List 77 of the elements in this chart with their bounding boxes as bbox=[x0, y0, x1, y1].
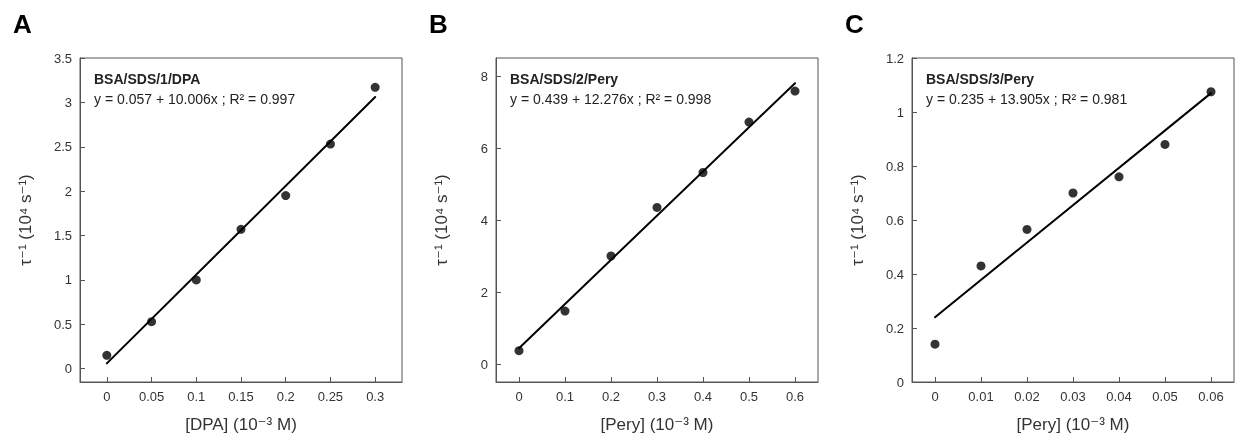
x-tick-label: 0.03 bbox=[1060, 389, 1086, 404]
y-tick-label: 0.6 bbox=[885, 212, 904, 228]
y-tick-label: 8 bbox=[480, 68, 488, 84]
point bbox=[325, 139, 335, 149]
x-tick-label: 0.05 bbox=[1152, 389, 1178, 404]
x-tick-label: 0.4 bbox=[693, 389, 713, 404]
y-tick-label: 2.5 bbox=[53, 139, 72, 155]
annotation: BSA/SDS/3/Pery bbox=[926, 71, 1035, 87]
y-tick-label: 0 bbox=[480, 356, 488, 372]
y-tick-label: 0.5 bbox=[53, 316, 72, 332]
point bbox=[976, 261, 986, 271]
x-tick-label: 0.6 bbox=[785, 389, 805, 404]
x-tick-label: 0 bbox=[515, 389, 523, 404]
y-tick-label: 3 bbox=[64, 94, 72, 110]
point bbox=[1068, 188, 1078, 198]
point bbox=[281, 191, 291, 201]
point bbox=[191, 275, 201, 285]
x-tick-label: 0.25 bbox=[317, 389, 344, 404]
annotation: y = 0.439 + 12.276x ; R² = 0.998 bbox=[510, 91, 712, 107]
x-tick-label: 0.2 bbox=[601, 389, 621, 404]
point bbox=[560, 306, 570, 316]
y-axis-title: τ⁻¹ (10⁴ s⁻¹) bbox=[848, 174, 867, 266]
point bbox=[652, 202, 662, 212]
x-tick-label: 0.5 bbox=[739, 389, 759, 404]
x-tick-label: 0.05 bbox=[138, 389, 165, 404]
y-tick-label: 1.2 bbox=[885, 50, 904, 66]
point bbox=[514, 346, 524, 356]
y-tick-label: 0.8 bbox=[885, 158, 904, 174]
x-axis-title: [Pery] (10⁻³ M) bbox=[1016, 415, 1130, 434]
y-tick-label: 2 bbox=[480, 284, 488, 300]
y-tick-label: 2 bbox=[64, 183, 72, 199]
point bbox=[102, 350, 112, 360]
chart-title: C bbox=[845, 9, 864, 39]
x-tick-label: 0.15 bbox=[228, 389, 254, 404]
y-axis-title: τ⁻¹ (10⁴ s⁻¹) bbox=[16, 174, 35, 266]
chart-title: B bbox=[429, 9, 448, 39]
y-tick-label: 4 bbox=[480, 212, 488, 228]
y-tick-label: 1 bbox=[896, 104, 904, 120]
x-tick-label: 0.2 bbox=[276, 389, 295, 404]
y-tick-label: 0 bbox=[64, 361, 72, 377]
y-tick-label: 0.2 bbox=[885, 320, 904, 336]
point bbox=[606, 251, 616, 261]
x-tick-label: 0.02 bbox=[1014, 389, 1040, 404]
point bbox=[1022, 224, 1032, 234]
y-axis-title: τ⁻¹ (10⁴ s⁻¹) bbox=[432, 174, 451, 266]
y-tick-label: 1.5 bbox=[53, 228, 72, 244]
point bbox=[1206, 87, 1216, 97]
x-tick-label: 0.3 bbox=[366, 389, 385, 404]
annotation: BSA/SDS/1/DPA bbox=[94, 71, 201, 87]
y-tick-label: 6 bbox=[480, 140, 488, 156]
x-tick-label: 0 bbox=[931, 389, 939, 404]
annotation: BSA/SDS/2/Pery bbox=[510, 71, 619, 87]
x-tick-label: 0.3 bbox=[647, 389, 667, 404]
x-axis-title: [Pery] (10⁻³ M) bbox=[600, 415, 714, 434]
point bbox=[1160, 139, 1170, 149]
point bbox=[930, 339, 940, 349]
x-tick-label: 0.04 bbox=[1106, 389, 1132, 404]
chart-title: A bbox=[13, 9, 32, 39]
y-tick-label: 0 bbox=[896, 374, 904, 390]
y-tick-label: 3.5 bbox=[53, 50, 72, 66]
x-axis-title: [DPA] (10⁻³ M) bbox=[185, 415, 297, 434]
point bbox=[370, 82, 380, 92]
annotation: y = 0.235 + 13.905x ; R² = 0.981 bbox=[926, 91, 1128, 107]
x-tick-label: 0.1 bbox=[187, 389, 206, 404]
point bbox=[147, 317, 157, 327]
point bbox=[698, 167, 708, 177]
x-tick-label: 0.06 bbox=[1198, 389, 1224, 404]
y-tick-label: 1 bbox=[64, 272, 72, 288]
y-tick-label: 0.4 bbox=[885, 266, 904, 282]
point bbox=[744, 117, 754, 127]
point bbox=[236, 224, 246, 234]
annotation: y = 0.057 + 10.006x ; R² = 0.997 bbox=[94, 91, 296, 107]
x-tick-label: 0 bbox=[103, 389, 111, 404]
x-tick-label: 0.1 bbox=[555, 389, 575, 404]
point bbox=[790, 86, 800, 96]
point bbox=[1114, 172, 1124, 182]
x-tick-label: 0.01 bbox=[968, 389, 994, 404]
